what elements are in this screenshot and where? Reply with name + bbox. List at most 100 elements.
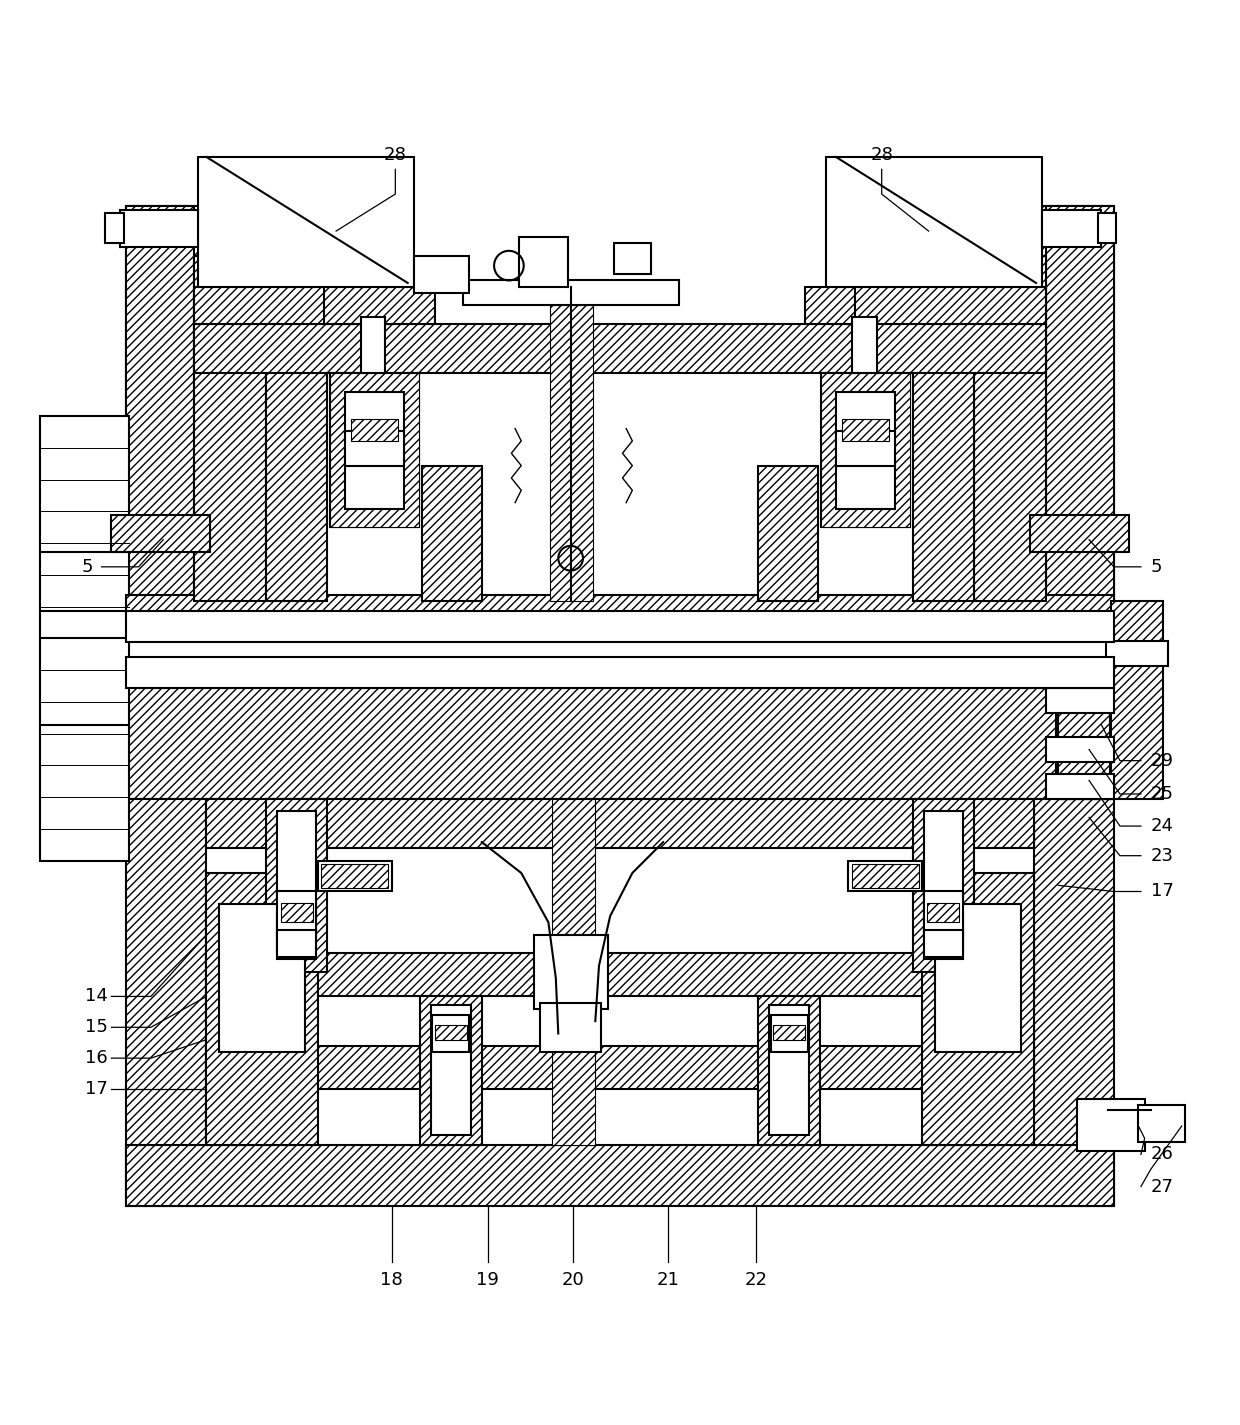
Bar — [1111, 601, 1163, 799]
Bar — [324, 286, 435, 323]
Bar — [852, 318, 877, 373]
Bar — [218, 903, 305, 1052]
Bar — [280, 902, 312, 922]
Bar — [935, 903, 1022, 1052]
Bar — [1039, 207, 1114, 601]
Bar — [549, 305, 593, 601]
Text: 24: 24 — [1151, 817, 1174, 835]
Bar — [126, 207, 201, 601]
Text: 17: 17 — [1151, 882, 1174, 901]
Bar — [195, 255, 265, 601]
Bar — [518, 237, 568, 286]
Bar — [821, 373, 910, 527]
Bar — [345, 430, 404, 466]
Text: 23: 23 — [1151, 846, 1174, 865]
Bar — [842, 419, 889, 440]
Bar — [1045, 774, 1114, 799]
Bar — [120, 209, 198, 247]
Bar — [848, 861, 923, 892]
Bar — [195, 323, 1045, 373]
Bar — [207, 953, 1033, 996]
Bar — [1106, 641, 1168, 665]
Bar — [1076, 1099, 1145, 1151]
Text: 20: 20 — [562, 1271, 584, 1290]
Bar — [423, 466, 482, 601]
Bar — [773, 1025, 805, 1040]
Bar — [420, 996, 482, 1144]
Bar — [207, 1046, 1033, 1089]
Text: 21: 21 — [657, 1271, 680, 1290]
Bar — [435, 1025, 467, 1040]
Bar — [321, 865, 388, 888]
Text: 16: 16 — [86, 1049, 108, 1067]
Text: 27: 27 — [1151, 1177, 1174, 1196]
Bar — [277, 929, 316, 958]
Bar — [913, 366, 975, 601]
Bar — [361, 318, 386, 373]
Bar — [1042, 209, 1101, 247]
Text: 22: 22 — [744, 1271, 768, 1290]
Bar — [852, 865, 919, 888]
Bar — [826, 157, 1042, 286]
Text: 18: 18 — [381, 1271, 403, 1290]
Bar — [1097, 212, 1116, 244]
Bar — [126, 596, 1114, 620]
Bar — [821, 373, 910, 527]
Text: 26: 26 — [1151, 1146, 1174, 1163]
Bar — [40, 416, 129, 861]
Text: 5: 5 — [1151, 557, 1162, 576]
Bar — [112, 514, 210, 551]
Bar — [1045, 737, 1114, 762]
Bar — [265, 366, 327, 601]
Bar — [330, 373, 419, 527]
Text: 5: 5 — [82, 557, 93, 576]
Bar — [758, 466, 817, 601]
Bar — [975, 255, 1045, 601]
Text: 17: 17 — [84, 1080, 108, 1099]
Bar — [1045, 688, 1114, 712]
Bar — [533, 935, 608, 1009]
Bar — [924, 811, 963, 959]
Bar — [126, 799, 207, 1207]
Bar — [207, 874, 317, 1144]
Bar — [195, 286, 392, 323]
Text: 28: 28 — [384, 145, 407, 164]
Bar — [277, 811, 316, 959]
Bar — [126, 688, 1114, 799]
Text: 15: 15 — [84, 1019, 108, 1036]
Bar — [1030, 514, 1128, 551]
Text: 14: 14 — [84, 988, 108, 1006]
Bar — [345, 392, 404, 509]
Bar — [614, 244, 651, 274]
Bar — [552, 799, 595, 1144]
Bar — [126, 611, 1114, 643]
Bar — [1033, 799, 1114, 1207]
Bar — [1055, 688, 1112, 799]
Bar — [464, 281, 680, 305]
Bar — [351, 419, 398, 440]
Bar — [414, 255, 470, 292]
Bar — [924, 892, 963, 935]
Bar — [769, 1005, 808, 1134]
Bar — [207, 799, 1033, 848]
Bar — [105, 212, 124, 244]
Text: 28: 28 — [870, 145, 893, 164]
Bar — [1058, 688, 1110, 799]
Bar — [836, 392, 895, 509]
Bar — [198, 157, 414, 286]
Bar — [924, 929, 963, 958]
Bar — [317, 861, 392, 892]
Bar — [836, 430, 895, 466]
Bar — [1138, 1104, 1185, 1141]
Bar — [770, 1015, 807, 1052]
Bar — [913, 799, 975, 972]
Bar — [928, 902, 960, 922]
Text: 25: 25 — [1151, 785, 1174, 802]
Bar — [433, 1015, 470, 1052]
Bar — [758, 996, 820, 1144]
Bar — [848, 286, 1045, 323]
Bar — [277, 892, 316, 935]
Bar — [432, 1005, 471, 1134]
Bar — [923, 874, 1033, 1144]
Bar — [265, 799, 327, 972]
